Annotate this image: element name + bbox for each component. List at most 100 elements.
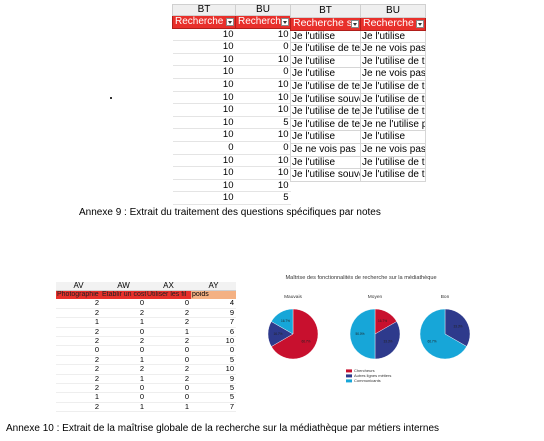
table-cell: Je l'utilise souve — [290, 168, 361, 182]
table-cell: 10 — [172, 191, 236, 205]
table-cell: 0 — [101, 327, 146, 338]
header-cell: Photographie — [56, 290, 101, 300]
table-cell: 10 — [235, 128, 291, 142]
table-row: Je l'utilise souve Je l'utilise de t — [290, 168, 426, 182]
column-header: AW — [101, 282, 146, 291]
table-row: Je ne vois pas Je ne vois pas — [290, 142, 426, 157]
filter-dropdown-icon[interactable] — [351, 20, 359, 28]
filter-dropdown-icon[interactable] — [281, 18, 289, 26]
table-row: 2 2 2 10 — [56, 336, 236, 347]
header-cell: Utiliser les fil — [146, 290, 191, 300]
table-cell: 10 — [172, 179, 236, 193]
table-row: 10 10 — [172, 78, 291, 92]
table-cell: 10 — [172, 154, 236, 168]
table-row: Je l'utilise Je ne vois pas — [290, 67, 426, 81]
table-cell: 0 — [146, 345, 191, 356]
table-cell: 2 — [146, 336, 191, 347]
filter-header-cell[interactable]: Recherche — [360, 17, 426, 31]
table-cell: 1 — [56, 392, 101, 403]
table-cell: 10 — [235, 53, 291, 67]
table-cell: 10 — [235, 166, 291, 180]
table-cell: Je l'utilise de t — [360, 54, 426, 69]
column-header: AV — [56, 282, 101, 291]
table-cell: 2 — [56, 364, 101, 375]
table-cell: Je ne l'utilise p — [360, 117, 426, 132]
slice-value-label: 16.7% — [273, 332, 282, 336]
header-cell: poids — [191, 290, 236, 300]
table-cell: 10 — [235, 103, 291, 117]
table-cell: 2 — [146, 364, 191, 375]
table-row: Je l'utilise de ter Je ne vois pas — [290, 42, 426, 56]
table-row: Je l'utilise Je l'utilise — [290, 29, 426, 44]
pie-slice — [271, 308, 319, 360]
table-cell: 0 — [235, 40, 291, 54]
column-header: BT — [290, 4, 361, 18]
table-row: 10 0 — [172, 40, 291, 54]
table-row: 10 0 — [172, 65, 291, 79]
table-cell: 0 — [146, 299, 191, 309]
table-cell: 7 — [191, 402, 236, 413]
annex10-table: AV AW AX AY Photographie Etablir un cost… — [56, 282, 236, 413]
table-cell: 1 — [101, 402, 146, 413]
table-cell: Je ne vois pas — [360, 142, 426, 157]
filter-header-cell[interactable]: Recherche s — [172, 15, 236, 29]
table-cell: Je l'utilise — [290, 67, 361, 81]
table-cell: Je ne vois pas — [290, 142, 361, 157]
pie-slice — [419, 308, 467, 360]
table-cell: 2 — [101, 364, 146, 375]
slice-value-label: 33.3% — [383, 340, 392, 344]
legend-label: Autres lignes métiers — [354, 373, 391, 378]
table-cell: Je l'utilise de t — [360, 79, 426, 94]
table-cell: 2 — [101, 308, 146, 319]
slice-value-label: 66.7% — [301, 339, 310, 343]
table-cell: Je l'utilise — [360, 29, 426, 44]
table-cell: 9 — [191, 374, 236, 385]
table-cell: 10 — [235, 91, 291, 105]
table-row: Je l'utilise Je l'utilise — [290, 130, 426, 144]
table-cell: 2 — [101, 336, 146, 347]
table-cell: 0 — [172, 141, 236, 155]
filter-dropdown-icon[interactable] — [416, 20, 424, 28]
table-cell: 2 — [56, 374, 101, 385]
table-cell: Je l'utilise — [290, 29, 361, 44]
table-cell: 10 — [172, 40, 236, 54]
table-cell: 7 — [191, 317, 236, 328]
filter-dropdown-icon[interactable] — [226, 18, 234, 26]
filter-header-cell[interactable]: Recherche — [235, 15, 291, 29]
slice-value-label: 16.7% — [378, 319, 387, 323]
table-cell: Je l'utilise de t — [360, 155, 426, 170]
table-row: 2 2 2 10 — [56, 364, 236, 375]
table-cell: Je l'utilise de t — [360, 105, 426, 119]
table-cell: Je l'utilise — [290, 54, 361, 69]
table-cell: 10 — [191, 336, 236, 347]
table-cell: 10 — [172, 65, 236, 79]
table-cell: 2 — [56, 355, 101, 366]
stray-dot — [110, 97, 112, 99]
pie-slice — [374, 321, 401, 360]
table-cell: 0 — [101, 383, 146, 394]
table-row: Je l'utilise Je l'utilise de t — [290, 155, 426, 170]
table-cell: 5 — [191, 392, 236, 403]
pie-chart: Maîtrise des fonctionnalités de recherch… — [267, 275, 471, 383]
table-cell: 0 — [101, 299, 146, 309]
legend-label: Communicants — [354, 378, 381, 383]
annex10-caption: Annexe 10 : Extrait de la maîtrise globa… — [6, 423, 440, 434]
table-cell: 9 — [191, 308, 236, 319]
pie-slice — [444, 308, 471, 347]
table-row: 10 10 — [172, 103, 291, 117]
table-cell: 2 — [56, 308, 101, 319]
table-cell: Je l'utilise — [360, 130, 426, 144]
table-row: 10 10 — [172, 53, 291, 67]
table-row: Je l'utilise de ter Je ne l'utilise p — [290, 117, 426, 132]
table-cell: 1 — [101, 317, 146, 328]
table-cell: 5 — [191, 383, 236, 394]
table-cell: 10 — [235, 28, 291, 42]
filter-header-cell[interactable]: Recherche s — [290, 17, 361, 31]
table-cell: 2 — [56, 402, 101, 413]
table-cell: 10 — [235, 78, 291, 92]
